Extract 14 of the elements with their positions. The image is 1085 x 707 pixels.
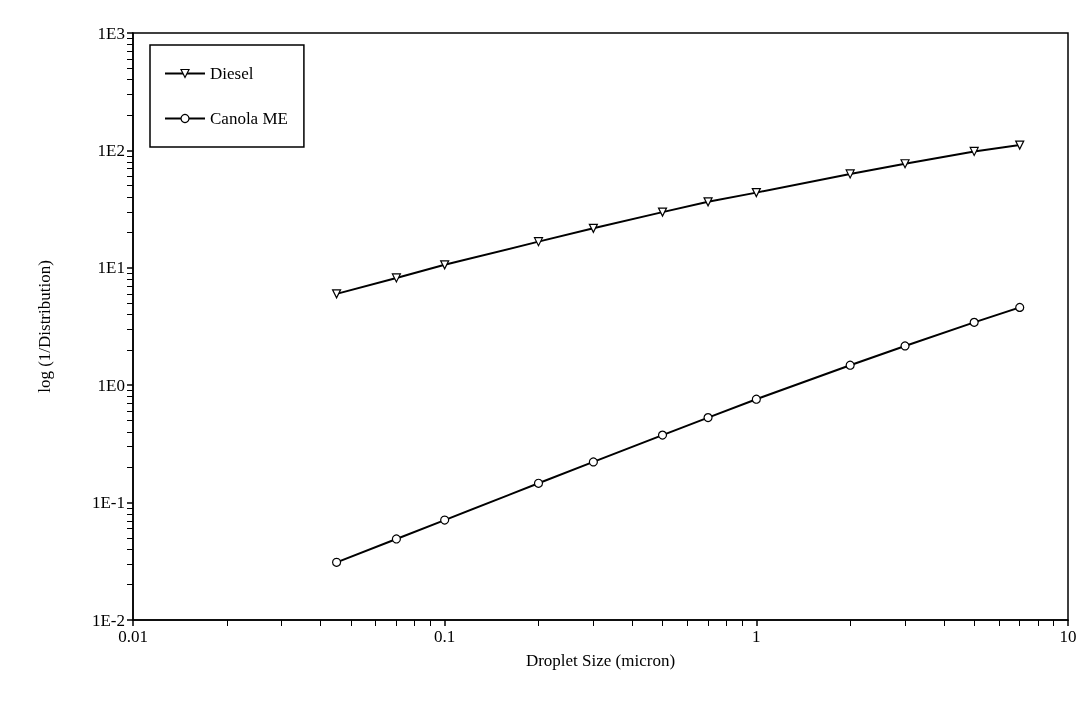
x-tick-label: 0.1 — [434, 627, 456, 646]
y-tick-label: 1E-1 — [91, 493, 125, 513]
y-axis-title: log (1/Distribution) — [35, 260, 54, 393]
x-tick-label: 0.01 — [118, 627, 148, 646]
y-tick-label: 1E2 — [97, 140, 125, 160]
x-tick-label: 10 — [1059, 627, 1077, 646]
x-tick-label: 1 — [752, 627, 761, 646]
y-tick-label: 1E1 — [97, 258, 125, 278]
legend-label: Canola ME — [210, 109, 288, 128]
y-tick-label: 1E0 — [97, 375, 125, 395]
y-tick-label: 1E-2 — [91, 610, 125, 630]
y-tick-label: 1E3 — [97, 23, 125, 43]
legend-label: Diesel — [210, 64, 254, 83]
x-axis-title: Droplet Size (micron) — [525, 651, 676, 670]
